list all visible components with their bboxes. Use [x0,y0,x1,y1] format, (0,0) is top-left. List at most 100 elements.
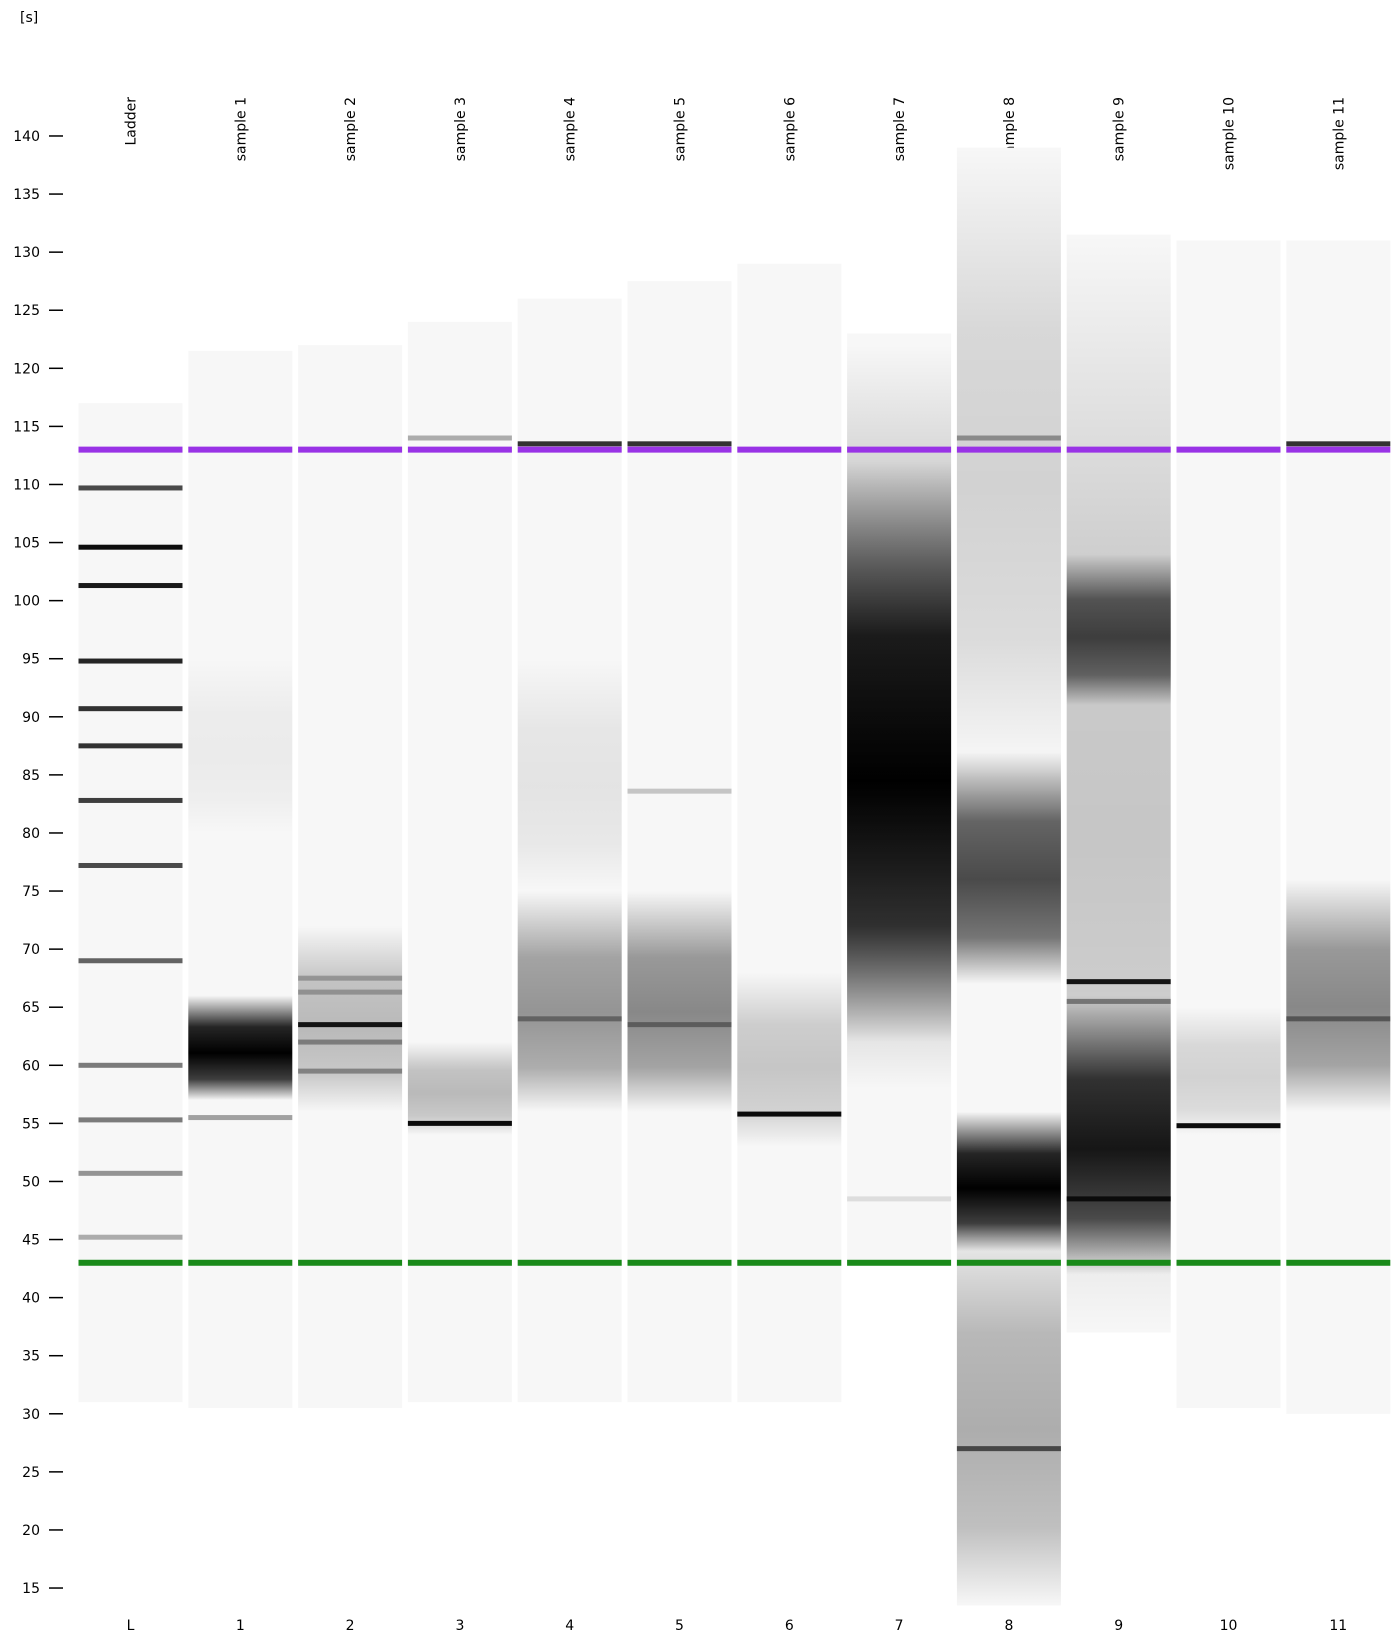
y-tick-label: 95 [22,652,40,668]
y-tick-label: 65 [22,1000,40,1016]
smear [1176,1007,1281,1135]
smear [627,891,732,1112]
upper-marker [627,446,732,453]
y-tick-label: 90 [22,710,40,726]
lane-label: 10 [1220,1618,1238,1634]
upper-marker [188,446,293,453]
band [517,441,622,447]
smear [188,995,293,1101]
band [78,1170,183,1176]
y-tick-label: 35 [22,1349,40,1365]
y-tick-label: 125 [13,303,40,319]
y-tick-label: 105 [13,536,40,552]
smear [517,658,622,892]
lane-label: 7 [895,1618,904,1634]
band [627,1022,732,1028]
lower-marker [1066,1259,1171,1266]
lower-marker [78,1259,183,1266]
band [517,1016,622,1022]
y-tick-label: 40 [22,1291,40,1307]
lane-name: sample 8 [1002,97,1018,161]
y-tick-label: 135 [13,187,40,203]
lane-name: sample 5 [673,97,689,161]
upper-marker [298,446,403,453]
smear [188,658,293,833]
y-tick-label: 120 [13,361,40,377]
band [78,658,183,664]
lane-name: Ladder [124,97,140,146]
lower-marker [188,1259,293,1266]
lane-background [78,403,183,1403]
y-tick-label: 30 [22,1407,40,1423]
y-tick-label: 15 [22,1581,40,1597]
y-tick-label: 100 [13,594,40,610]
y-tick-label: 130 [13,245,40,261]
lower-marker [847,1259,952,1266]
band [78,743,183,749]
lane-label: 11 [1329,1618,1347,1634]
upper-marker [737,446,842,453]
lane-name: sample 2 [343,97,359,161]
lower-marker [1286,1259,1391,1266]
lane-name: sample 10 [1222,97,1238,170]
band [78,485,183,491]
smear [298,925,403,1112]
band [78,862,183,868]
band [298,1039,403,1045]
lane-background [298,345,403,1408]
band [737,1111,842,1117]
smear [1066,234,1171,1333]
band [1066,979,1171,985]
smear [737,972,842,1147]
band [1066,998,1171,1004]
lane-background [1286,240,1391,1414]
band [627,788,732,794]
lane-name: sample 11 [1331,97,1347,170]
lower-marker [627,1259,732,1266]
band [188,1115,293,1121]
y-tick-label: 115 [13,419,40,435]
band [78,1117,183,1123]
upper-marker [517,446,622,453]
band [78,958,183,964]
band [78,1234,183,1240]
band [847,1196,952,1202]
lane-background [737,263,842,1403]
y-tick-label: 25 [22,1465,40,1481]
band [298,989,403,995]
upper-marker [1286,446,1391,453]
smear [407,1042,512,1135]
upper-marker [956,446,1061,453]
lower-marker [737,1259,842,1266]
band [298,1068,403,1074]
band [78,797,183,803]
smear [956,751,1061,984]
lane-name: sample 4 [563,97,579,161]
smear [956,1216,1061,1606]
smear [847,345,952,1089]
lane-label: L [127,1618,135,1634]
y-tick-label: 75 [22,884,40,900]
lower-marker [517,1259,622,1266]
lane-name: sample 3 [453,97,469,161]
y-tick-label: 20 [22,1523,40,1539]
lane-label: 5 [675,1618,684,1634]
y-tick-label: 70 [22,942,40,958]
y-tick-label: 140 [13,129,40,145]
smear [517,891,622,1112]
lower-marker [1176,1259,1281,1266]
y-tick-label: 85 [22,768,40,784]
lane-label: 1 [236,1618,245,1634]
band [78,544,183,550]
lower-marker [298,1259,403,1266]
lane-name: sample 1 [233,97,249,161]
lane-name: sample 9 [1112,97,1128,161]
lane-label: 3 [455,1618,464,1634]
lower-marker [407,1259,512,1266]
band [1286,1016,1391,1022]
smear [1286,879,1391,1112]
lane-background [1176,240,1281,1408]
y-tick-label: 80 [22,826,40,842]
band [1286,441,1391,447]
